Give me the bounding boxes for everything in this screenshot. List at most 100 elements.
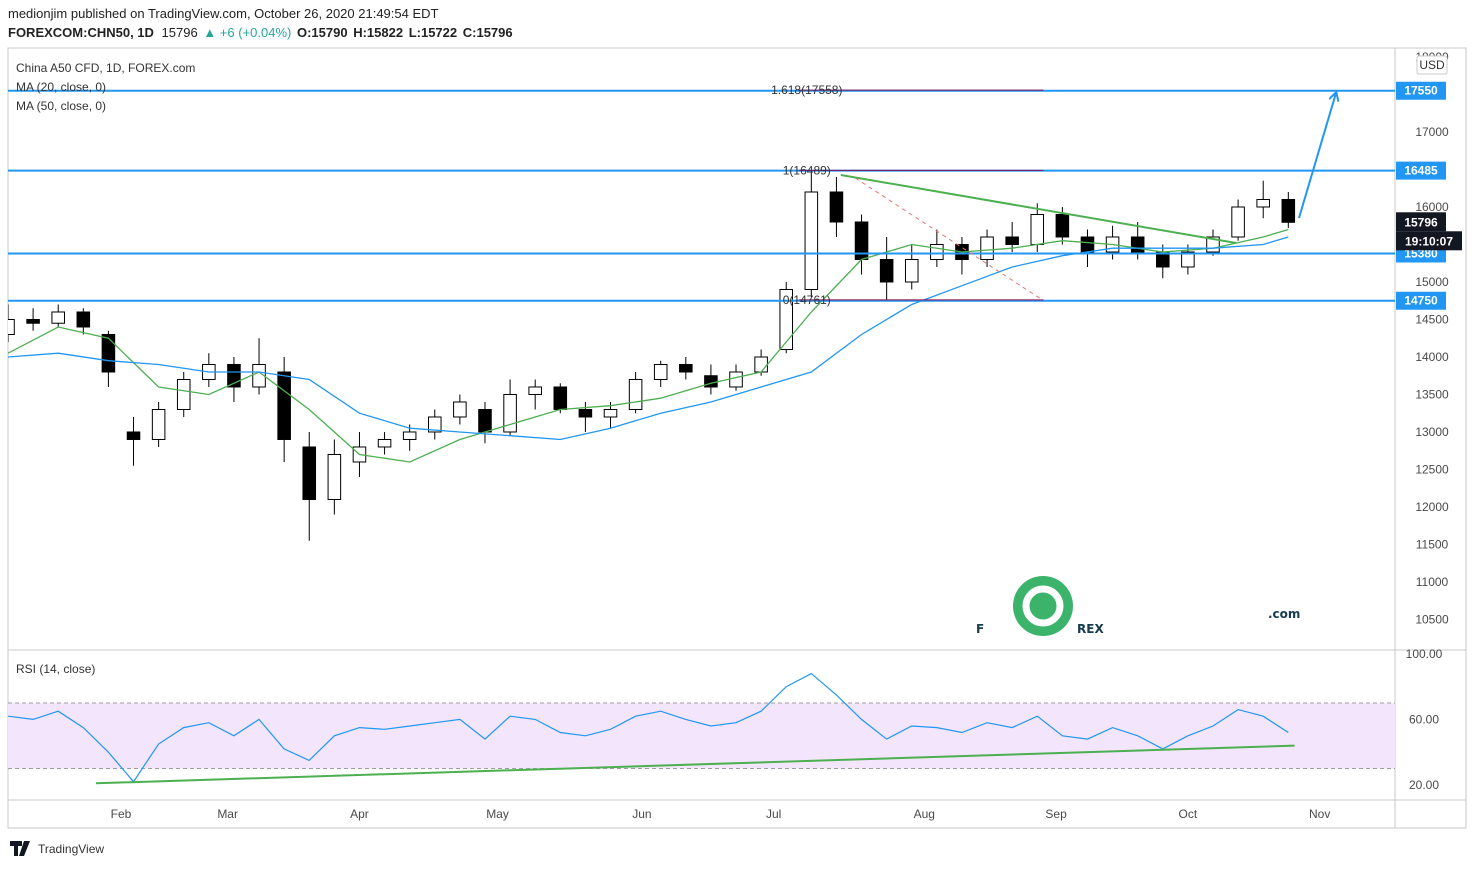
candle-body [76, 311, 91, 328]
candle-body [804, 191, 819, 290]
y-tick-label: 14500 [1415, 312, 1449, 326]
candle-body [1030, 213, 1045, 245]
candle-body [26, 318, 40, 324]
countdown-box [1396, 231, 1462, 251]
y-tick-label: 17000 [1415, 125, 1449, 139]
candle-body [1256, 198, 1270, 208]
candle-body [377, 438, 392, 448]
candle-body [176, 378, 191, 410]
watermark-left: F [976, 622, 984, 636]
frame [7, 47, 1467, 829]
ohlc-high: H:15822 [353, 25, 403, 40]
watermark-coin [1013, 576, 1073, 636]
candle-body [302, 446, 317, 500]
candle-body [879, 258, 894, 283]
candle-body [628, 378, 643, 410]
change: ▲ +6 (+0.04%) [203, 25, 291, 40]
trend-drawing [855, 177, 1042, 300]
level-price-label: 17550 [1404, 84, 1438, 98]
y-tick-label: 100.00 [1406, 647, 1443, 661]
y-tick-label: 13500 [1415, 387, 1449, 401]
level-price-label: 16485 [1404, 164, 1438, 178]
price-pane: 1.618(17558) 1(16489) 0(14761) [8, 83, 1395, 541]
level-price-label: 14750 [1404, 294, 1438, 308]
candle-body [1055, 213, 1070, 238]
watermark-suffix: .com [1268, 607, 1300, 621]
ohlc-low: L:15722 [409, 25, 457, 40]
x-tick-label: Feb [111, 807, 132, 821]
candle-body [151, 408, 166, 440]
y-tick-label: 10500 [1415, 612, 1449, 626]
footer-text: TradingView [38, 842, 104, 856]
y-tick-label: 60.00 [1409, 712, 1439, 726]
x-tick-label: May [486, 807, 509, 821]
rsi-line [8, 672, 1289, 783]
symbol-line: FOREXCOM:CHN50, 1D 15796 ▲ +6 (+0.04%) O… [8, 25, 513, 40]
currency-box [1416, 55, 1448, 75]
candle-body [729, 371, 743, 388]
candle-body [679, 363, 693, 373]
x-tick-label: Aug [914, 807, 935, 821]
x-tick-label: Apr [350, 807, 369, 821]
candle-body [829, 191, 844, 223]
candle-body [1005, 236, 1019, 245]
chart-title: China A50 CFD, 1D, FOREX.com [16, 61, 195, 75]
x-tick-label: Jun [632, 807, 651, 821]
y-tick-label: 20.00 [1409, 778, 1439, 792]
candle-body [101, 333, 116, 373]
x-tick-label: Jul [766, 807, 781, 821]
rsi-pane [8, 672, 1395, 785]
candle-body [930, 243, 944, 260]
ohlc-open: O:15790 [297, 25, 348, 40]
watermark-coin-ring [1022, 585, 1064, 627]
moving-average [8, 236, 1289, 441]
candle-body [427, 416, 442, 433]
footer-logo [10, 841, 30, 856]
trend-drawing [1298, 93, 1336, 219]
candle-body [528, 386, 542, 395]
candle-body [754, 356, 768, 373]
candle-body [327, 453, 342, 500]
trend-drawing [840, 174, 1237, 244]
candle-body [8, 318, 15, 335]
y-tick-label: 15000 [1415, 275, 1449, 289]
candle-body [1281, 198, 1296, 223]
footer: TradingView [10, 841, 104, 856]
rsi-trendline [95, 744, 1295, 785]
rsi-band [8, 703, 1395, 769]
candle-body [252, 363, 266, 388]
symbol: FOREXCOM:CHN50, 1D [8, 25, 154, 40]
fib-label: 0(14761) [783, 293, 831, 307]
candle-body [980, 236, 994, 260]
y-tick-label: 12500 [1415, 462, 1449, 476]
rsi-title: RSI (14, close) [16, 662, 95, 676]
candle-body [779, 288, 794, 350]
candle-body [1181, 251, 1195, 268]
candle-body [453, 401, 467, 418]
candle-body [51, 311, 65, 324]
last-price-label: 15796 [1404, 215, 1438, 229]
y-tick-label: 14000 [1415, 350, 1449, 364]
x-tick-label: Sep [1045, 807, 1067, 821]
fib-label: 1(16489) [783, 163, 831, 177]
last-price-box [1396, 212, 1446, 232]
candle-body [578, 408, 593, 418]
candle-body [904, 258, 919, 283]
legend-ma20: MA (20, close, 0) [16, 80, 106, 94]
currency-label: USD [1419, 58, 1445, 72]
watermark-right: REX [1077, 622, 1104, 636]
level-price-box [1396, 161, 1446, 180]
price: 15796 [162, 25, 198, 40]
candle-body [704, 375, 718, 388]
x-tick-label: Nov [1309, 807, 1330, 821]
y-tick-label: 16000 [1415, 200, 1449, 214]
publisher-line: medionjim published on TradingView.com, … [8, 6, 439, 21]
candle-body [653, 363, 668, 380]
candle-body [503, 393, 517, 433]
candle-body [277, 371, 291, 440]
candle-body [126, 431, 141, 440]
candle-body [1080, 236, 1095, 253]
watermark: F REX .com [976, 576, 1300, 636]
